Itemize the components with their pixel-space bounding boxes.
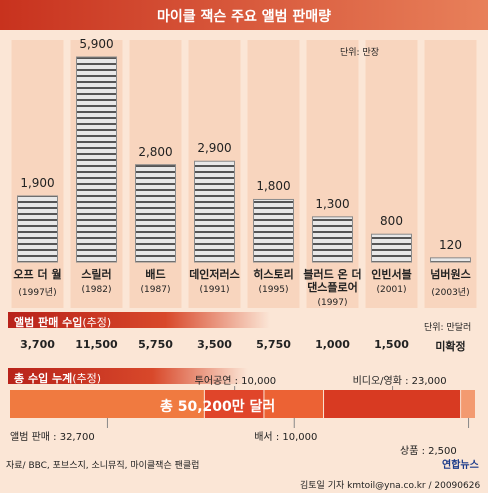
total-title: 총 수입 누계(추정) (14, 370, 101, 386)
category-label: 스릴러 (81, 268, 112, 281)
revenue-value: 11,500 (75, 338, 118, 351)
total-bar (8, 368, 248, 384)
total-label: 총 50,200만 달러 (160, 399, 276, 415)
category-label: 배드 (145, 268, 166, 281)
category-label: 데인저러스 (189, 268, 240, 281)
revenue-value: 1,000 (315, 338, 350, 351)
segment-label: 배서 : 10,000 (254, 432, 318, 443)
source: 자료/ BBC, 포브스지, 소니뮤직, 마이클잭슨 팬클럽 (6, 461, 200, 471)
revenue-bar (8, 312, 270, 328)
year-label: (1991) (199, 285, 230, 295)
title: 마이클 잭슨 주요 앨범 판매량 (156, 9, 332, 25)
value-label: 5,900 (79, 37, 114, 51)
segment-label: 상품 : 2,500 (400, 446, 457, 457)
segment (461, 390, 475, 418)
segment-label: 비디오/영화 : 23,000 (352, 376, 447, 387)
bar (17, 195, 58, 263)
revenue-value: 3,500 (197, 338, 232, 351)
credit: 김토일 기자 kmtoil@yna.co.kr / 20090626 (300, 481, 481, 491)
bar (135, 164, 176, 263)
category-label: 오프 더 월 (13, 268, 62, 281)
segment (10, 390, 204, 418)
revenue-unit: 단위: 만달러 (424, 323, 472, 333)
unit: 단위: 만장 (340, 48, 380, 58)
column-bg (247, 40, 300, 308)
value-label: 2,900 (197, 141, 232, 156)
column-bg (11, 40, 64, 308)
bar (430, 257, 471, 263)
column-bg (306, 40, 359, 308)
year-label: (2003년) (431, 288, 470, 298)
year-label: (1997년) (18, 288, 57, 298)
bar (194, 160, 235, 263)
logo: 연합뉴스 (442, 460, 479, 471)
value-label: 1,300 (315, 196, 350, 211)
year-label: (1997) (317, 298, 348, 308)
value-label: 1,900 (20, 175, 55, 190)
total-title-text: 총 수입 누계 (14, 372, 73, 385)
category-label: 히스토리 (253, 268, 294, 281)
category-label: 인빈서블 (371, 268, 412, 281)
segment (204, 390, 264, 418)
revenue-value: 3,700 (20, 338, 55, 351)
segment-label: 앨범 판매 : 32,700 (10, 432, 95, 443)
column-bg (365, 40, 418, 308)
segment-label: 투어공연 : 10,000 (194, 376, 277, 387)
revenue-value: 미확정 (435, 340, 466, 353)
year-label: (1995) (258, 285, 289, 295)
bar (253, 198, 294, 263)
bar (76, 56, 117, 263)
year-label: (1982) (81, 285, 112, 295)
revenue-title: 앨범 판매 수입(추정) (14, 314, 111, 330)
category-label: 블러드 온 더 댄스플로어 (303, 268, 362, 294)
bar (312, 216, 353, 263)
year-label: (2001) (376, 285, 407, 295)
value-label: 120 (439, 237, 462, 252)
total-note: (추정) (72, 372, 102, 385)
bar (371, 233, 412, 263)
revenue-value: 5,750 (256, 338, 291, 351)
title-bar (0, 0, 488, 30)
revenue-value: 1,500 (374, 338, 409, 351)
year-label: (1987) (140, 285, 171, 295)
value-label: 800 (380, 214, 403, 229)
segment (324, 390, 461, 418)
revenue-value: 5,750 (138, 338, 173, 351)
segment (264, 390, 324, 418)
revenue-title-text: 앨범 판매 수입 (14, 316, 83, 329)
column-bg (424, 40, 477, 308)
category-label: 넘버원스 (430, 268, 471, 281)
value-label: 2,800 (138, 144, 173, 159)
revenue-note: (추정) (82, 316, 112, 329)
value-label: 1,800 (256, 179, 291, 194)
